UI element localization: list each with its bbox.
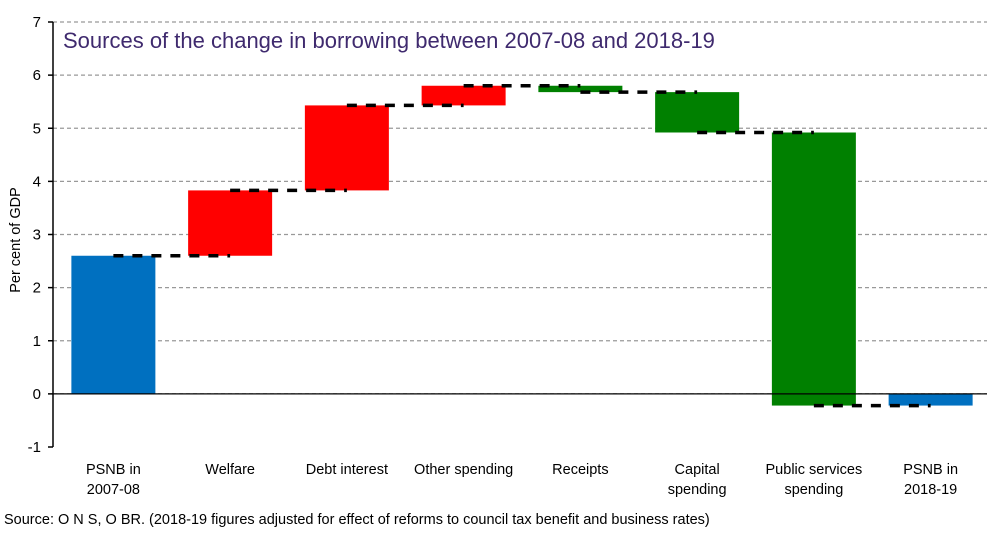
y-axis-label: Per cent of GDP <box>8 187 24 293</box>
connectors <box>113 84 931 408</box>
x-category-labels: PSNB in 2007-08 Welfare Debt interest Other … <box>86 462 958 498</box>
y-tick-label: 1 <box>33 333 41 350</box>
bars <box>71 85 973 406</box>
source-note: Source: O N S, O BR. (2018-19 figures ad… <box>4 512 710 528</box>
y-tick-labels: -1 0 1 2 3 4 5 6 7 <box>28 14 41 456</box>
bar-3 <box>421 85 506 106</box>
category-label: Other spending <box>414 462 513 478</box>
y-tick-label: 4 <box>33 173 41 190</box>
category-label: Welfare <box>205 462 255 478</box>
category-label: spending <box>668 482 727 498</box>
category-label: Debt interest <box>306 462 388 478</box>
category-label: PSNB in <box>86 462 141 478</box>
category-label: spending <box>784 482 843 498</box>
bar-1 <box>188 190 273 256</box>
y-tick-label: 2 <box>33 280 41 297</box>
bar-6 <box>771 132 856 406</box>
bar-5 <box>655 92 740 133</box>
y-tick-label: 0 <box>33 386 41 403</box>
y-tick-label: 7 <box>33 14 41 31</box>
category-label: Receipts <box>552 462 608 478</box>
bar-0 <box>71 255 156 394</box>
bar-7 <box>888 393 973 406</box>
chart-title: Sources of the change in borrowing betwe… <box>63 28 715 53</box>
y-tick-label: 3 <box>33 227 41 244</box>
y-tick-label: 6 <box>33 67 41 84</box>
y-tick-label: -1 <box>28 439 41 456</box>
category-label: Capital <box>675 462 720 478</box>
category-label: 2018-19 <box>904 482 957 498</box>
bar-4 <box>538 85 623 93</box>
category-label: PSNB in <box>903 462 958 478</box>
y-tick-label: 5 <box>33 120 41 137</box>
category-label: Public services <box>766 462 863 478</box>
category-label: 2007-08 <box>87 482 140 498</box>
bar-2 <box>304 105 389 191</box>
axes <box>48 21 987 448</box>
